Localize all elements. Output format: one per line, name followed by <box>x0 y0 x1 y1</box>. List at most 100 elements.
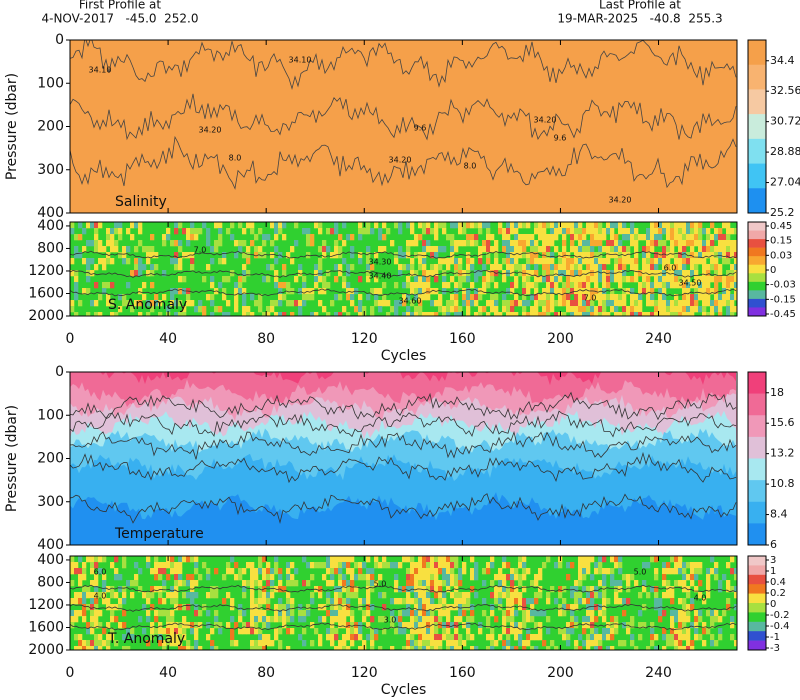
field-cell <box>186 252 191 259</box>
field-cell <box>258 580 263 587</box>
contour-label: 34.30 <box>369 258 392 267</box>
field-cell <box>206 634 211 641</box>
field-cell <box>206 610 211 617</box>
field-cell <box>110 234 115 241</box>
field-cell <box>246 312 251 316</box>
field-cell <box>186 604 191 611</box>
field-cell <box>318 222 323 229</box>
field-cell <box>614 222 619 229</box>
field-cell <box>422 264 427 271</box>
field-cell <box>302 228 307 235</box>
field-cell <box>190 574 195 581</box>
field-cell <box>690 580 695 587</box>
field-cell <box>254 610 259 617</box>
field-cell <box>598 556 603 563</box>
field-cell <box>194 634 199 641</box>
field-cell <box>214 306 219 313</box>
field-cell <box>662 240 667 247</box>
field-cell <box>466 264 471 271</box>
field-cell <box>582 306 587 313</box>
field-cell <box>578 306 583 313</box>
field-cell <box>610 288 615 295</box>
field-cell <box>566 252 571 259</box>
field-cell <box>474 288 479 295</box>
field-cell <box>438 562 443 569</box>
field-cell <box>298 306 303 313</box>
field-cell <box>686 282 691 289</box>
field-cell <box>390 622 395 629</box>
field-cell <box>350 622 355 629</box>
field-cell <box>706 282 711 289</box>
field-cell <box>274 222 279 229</box>
field-cell <box>198 300 203 307</box>
field-cell <box>150 252 155 259</box>
field-cell <box>646 646 651 650</box>
field-cell <box>590 634 595 641</box>
field-cell <box>522 222 527 229</box>
field-cell <box>466 234 471 241</box>
field-cell <box>310 294 315 301</box>
field-cell <box>646 300 651 307</box>
field-cell <box>686 222 691 229</box>
field-cell <box>726 562 731 569</box>
field-cell <box>82 574 87 581</box>
field-cell <box>366 634 371 641</box>
field-cell <box>630 258 635 265</box>
field-cell <box>106 234 111 241</box>
field-cell <box>610 646 615 650</box>
field-cell <box>366 270 371 277</box>
field-cell <box>74 646 79 650</box>
field-cell <box>494 574 499 581</box>
field-cell <box>82 288 87 295</box>
field-cell <box>694 222 699 229</box>
field-cell <box>714 246 719 253</box>
field-cell <box>106 240 111 247</box>
field-cell <box>550 234 555 241</box>
field-cell <box>642 282 647 289</box>
field-cell <box>254 604 259 611</box>
x-tick-label: 240 <box>645 331 672 347</box>
field-cell <box>426 222 431 229</box>
field-cell <box>594 616 599 623</box>
field-cell <box>502 562 507 569</box>
field-cell <box>642 246 647 253</box>
field-cell <box>186 646 191 650</box>
field-cell <box>178 634 183 641</box>
field-cell <box>602 228 607 235</box>
field-cell <box>714 276 719 283</box>
field-cell <box>710 640 715 647</box>
field-cell <box>710 258 715 265</box>
field-cell <box>590 246 595 253</box>
field-cell <box>258 294 263 301</box>
field-cell <box>182 306 187 313</box>
field-cell <box>546 234 551 241</box>
field-cell <box>622 264 627 271</box>
field-cell <box>534 246 539 253</box>
field-cell <box>70 556 75 563</box>
field-cell <box>474 568 479 575</box>
field-cell <box>582 562 587 569</box>
field-cell <box>134 222 139 229</box>
field-cell <box>530 604 535 611</box>
x-tick-label: 200 <box>547 331 574 347</box>
field-cell <box>426 604 431 611</box>
field-cell <box>418 568 423 575</box>
field-cell <box>114 246 119 253</box>
field-cell <box>218 240 223 247</box>
field-cell <box>326 580 331 587</box>
field-cell <box>234 282 239 289</box>
field-cell <box>682 580 687 587</box>
field-cell <box>426 294 431 301</box>
field-cell <box>394 306 399 313</box>
field-cell <box>586 228 591 235</box>
field-cell <box>686 562 691 569</box>
field-cell <box>442 580 447 587</box>
contour-label: 34.10 <box>289 56 312 65</box>
field-cell <box>526 616 531 623</box>
field-cell <box>238 610 243 617</box>
field-cell <box>194 628 199 635</box>
field-cell <box>550 240 555 247</box>
field-cell <box>238 282 243 289</box>
field-cell <box>518 634 523 641</box>
field-cell <box>454 240 459 247</box>
